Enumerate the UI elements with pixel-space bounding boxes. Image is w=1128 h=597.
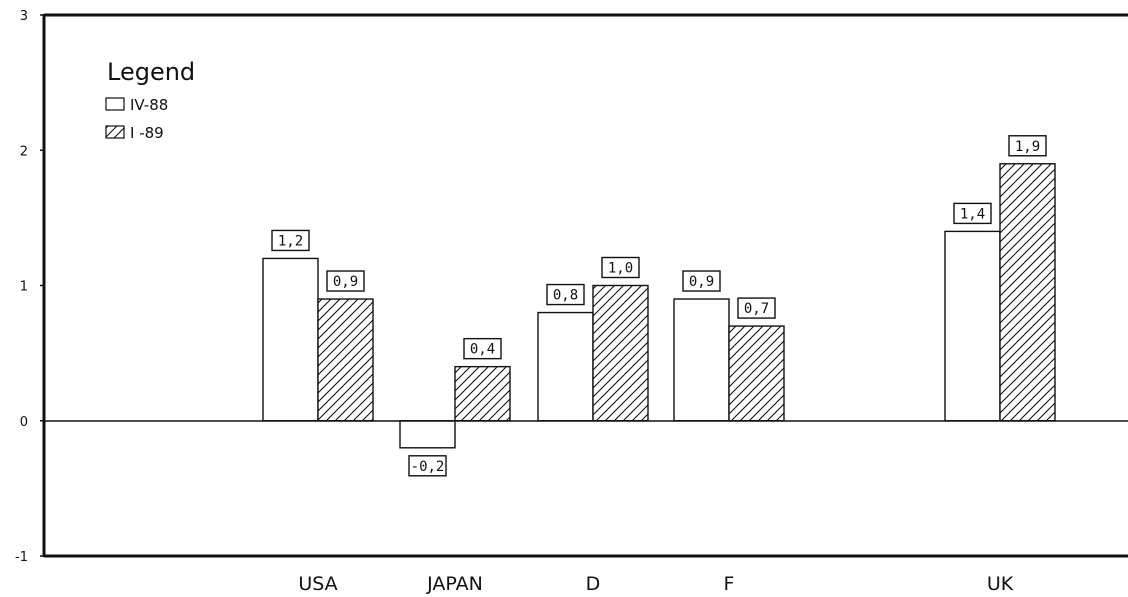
bar-japan-i89: [454, 365, 511, 422]
bar-uk-i89: [999, 163, 1056, 422]
value-label-box: [463, 337, 502, 360]
y-tick-label: 2: [20, 144, 28, 159]
legend-swatch-i89: [105, 125, 125, 139]
value-label: 1,9: [1015, 139, 1040, 155]
value-label: -0,2: [411, 459, 445, 475]
y-ticks: -1 0 1 2 3: [15, 9, 44, 565]
bar-f-iv88: [673, 298, 730, 422]
category-label-d: D: [586, 573, 601, 595]
value-label: 1,0: [608, 261, 633, 277]
value-label-box: [326, 270, 365, 292]
bar-uk-iv88: [944, 230, 1001, 422]
value-label-box: [271, 229, 310, 252]
bar-usa-i89: [317, 298, 374, 422]
value-label: 0,9: [333, 274, 358, 290]
legend-label-i89: I -89: [130, 124, 164, 142]
category-label-japan: JAPAN: [426, 573, 483, 595]
bar-japan-iv88: [399, 420, 456, 449]
y-tick-label: 0: [20, 415, 28, 430]
bar-d-iv88: [537, 311, 594, 422]
value-label: 0,7: [744, 301, 769, 317]
category-label-usa: USA: [298, 573, 337, 595]
value-label-box: [682, 270, 721, 292]
value-labels: 1,2 0,9 -0,2 0,4 0,8 1,0 0,9 0,7 1,4 1,9: [271, 135, 1047, 477]
y-tick-label: 3: [20, 9, 28, 24]
value-label-box: [737, 297, 776, 319]
value-label: 0,9: [689, 274, 714, 290]
legend: Legend IV-88 I -89: [105, 58, 195, 142]
category-label-uk: UK: [987, 573, 1014, 595]
value-label-box: [408, 455, 447, 477]
legend-label-iv88: IV-88: [130, 96, 168, 114]
legend-title: Legend: [107, 58, 195, 86]
y-tick-label: -1: [15, 550, 28, 565]
value-label-box: [546, 283, 585, 306]
legend-swatch-iv88: [105, 97, 125, 111]
value-label: 0,4: [470, 342, 495, 358]
category-label-f: F: [724, 573, 735, 595]
value-label-box: [601, 256, 640, 279]
y-tick-label: 1: [20, 280, 28, 295]
value-label: 1,4: [960, 206, 985, 222]
bars: [262, 163, 1056, 449]
bar-usa-iv88: [262, 257, 319, 422]
bar-f-i89: [728, 325, 785, 422]
bar-d-i89: [592, 284, 649, 422]
value-label: 1,2: [278, 233, 303, 249]
value-label: 0,8: [553, 288, 578, 304]
category-labels: USA JAPAN D F UK: [298, 573, 1013, 595]
value-label-box: [1008, 135, 1047, 157]
value-label-box: [953, 202, 992, 225]
